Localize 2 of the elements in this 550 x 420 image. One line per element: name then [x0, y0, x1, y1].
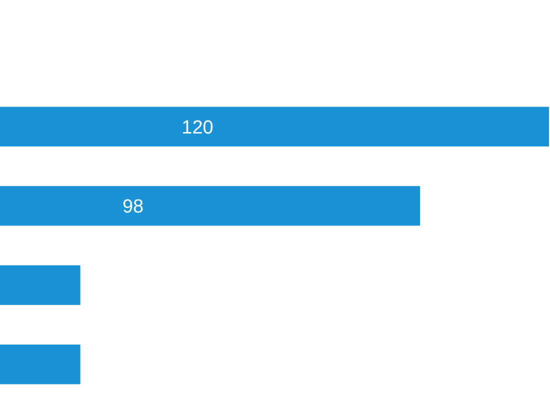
data-label: 120	[182, 117, 214, 138]
data-label: 98	[122, 196, 144, 218]
